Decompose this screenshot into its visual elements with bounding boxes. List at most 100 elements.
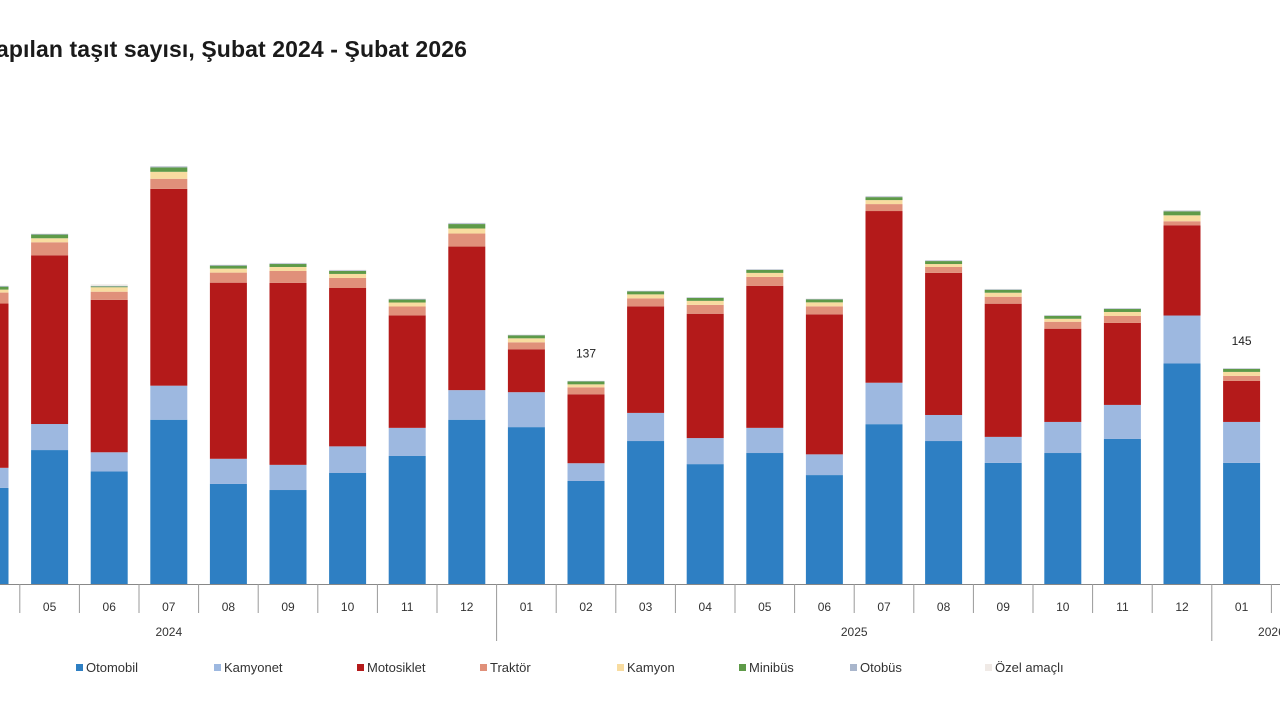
bar-segment-minibüs [329,270,367,274]
bar-segment-otobüs [1163,210,1201,212]
x-tick-label: 10 [1056,600,1070,614]
bar-segment-kamyonet [448,390,486,420]
bar-segment-kamyonet [865,382,903,425]
legend-label: Motosiklet [367,660,426,675]
year-label: 2025 [841,625,868,639]
legend-label: Özel amaçlı [995,660,1064,675]
x-tick-label: 08 [222,600,236,614]
legend-swatch [357,664,364,671]
x-tick-label: 06 [103,600,117,614]
bar-segment-kamyonet [1163,315,1201,364]
bar-segment-minibüs [507,335,545,339]
bar-segment-otobüs [388,298,426,300]
bar-segment-traktör [1223,375,1261,381]
bar-segment-otobüs [1044,315,1082,316]
legend-item: Motosiklet [357,660,426,675]
bar-segment-minibüs [388,299,426,303]
bar-segment-motosiklet [31,255,69,425]
bar-segment-otomobil [90,471,128,584]
bar-segment-otomobil [984,462,1022,584]
bar-segment-kamyonet [209,458,247,484]
x-tick-label: 05 [758,600,772,614]
bar-segment-kamyon [746,272,784,277]
bar-segment-kamyonet [269,464,307,491]
legend-swatch [214,664,221,671]
bar-segment-motosiklet [150,188,188,386]
bar-segment-otobüs [627,290,665,292]
bar-segment-kamyon [1163,215,1201,222]
bar-segment-kamyon [329,273,367,278]
bar-segment-minibüs [448,224,486,229]
bar-segment-otobüs [329,270,367,271]
bar-segment-motosiklet [805,314,843,455]
bar-segment-motosiklet [1163,225,1201,316]
bar-segment-otobüs [686,297,724,298]
bar-segment-motosiklet [1044,328,1082,422]
bar-segment-kamyonet [90,452,128,472]
bar-segment-kamyon [567,384,605,388]
bar-segment-minibüs [746,269,784,273]
bar-segment-otomobil [507,427,545,584]
bar-segment-motosiklet [507,349,545,393]
bar-segment-otomobil [627,441,665,584]
data-label: 137 [576,347,596,361]
bar-segment-otobüs [90,285,128,287]
bar-segment-kamyon [90,287,128,292]
data-label: 145 [1232,334,1252,348]
bar-segment-otomobil [925,441,963,584]
bar-segment-kamyon [686,300,724,305]
bar-segment-otomobil [805,475,843,584]
bar-segment-kamyon [31,238,69,243]
bar-segment-traktör [746,276,784,286]
bar-segment-minibüs [1044,315,1082,319]
bar-segment-minibüs [1103,309,1141,312]
bar-segment-traktör [0,292,9,304]
bar-segment-traktör [388,306,426,316]
legend-item: Özel amaçlı [985,660,1064,675]
year-label: 2024 [155,625,182,639]
bar-segment-otobüs [0,285,9,287]
bar-segment-traktör [507,342,545,350]
bar-segment-traktör [1103,315,1141,323]
bar-segment-kamyonet [984,436,1022,463]
x-tick-label: 12 [1175,600,1189,614]
bar-segment-motosiklet [90,299,128,453]
bar-segment-minibüs [1163,211,1201,216]
bar-segment-traktör [1163,221,1201,226]
bar-segment-motosiklet [1223,380,1261,422]
bar-segment-minibüs [627,291,665,295]
bar-segment-otomobil [388,455,426,584]
bar-segment-otomobil [209,483,247,584]
legend-swatch [850,664,857,671]
bar-segment-kamyon [1044,318,1082,322]
bar-segment-traktör [925,266,963,273]
bar-segment-motosiklet [269,282,307,465]
bar-segment-kamyonet [1223,421,1261,463]
bar-segment-motosiklet [329,288,367,447]
bar-segment-otobüs [507,334,545,336]
bar-segment-otobüs [1103,308,1141,310]
legend-item: Traktör [480,660,531,675]
x-tick-label: 11 [1116,600,1129,614]
x-tick-label: 02 [579,600,593,614]
bar-segment-traktör [805,306,843,315]
bar-segment-motosiklet [209,282,247,459]
bar-segment-otobüs [865,196,903,198]
x-tick-label: 03 [639,600,653,614]
bar-segment-kamyonet [746,427,784,454]
bar-segment-kamyon [1103,311,1141,316]
bar-segment-otomobil [0,487,9,584]
bar-segment-minibüs [150,167,188,172]
bar-segment-otomobil [150,419,188,584]
bar-segment-otomobil [269,490,307,584]
legend-swatch [76,664,83,671]
x-tick-label: 01 [1235,600,1249,614]
legend-label: Otomobil [86,660,139,675]
bar-segment-motosiklet [388,315,426,428]
legend-label: Otobüs [860,660,902,675]
x-tick-label: 09 [997,600,1011,614]
bar-segment-traktör [31,242,69,256]
bar-segment-otomobil [1223,462,1261,584]
bar-segment-traktör [567,387,605,395]
bar-segment-kamyonet [329,446,367,473]
